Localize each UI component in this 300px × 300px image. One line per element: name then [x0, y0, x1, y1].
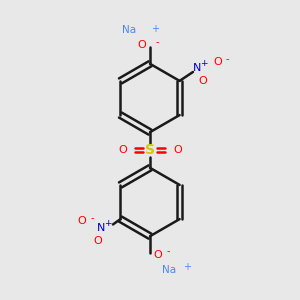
Text: -: - — [167, 246, 170, 256]
Text: O: O — [198, 76, 207, 85]
Text: O: O — [137, 40, 146, 50]
Text: N: N — [97, 223, 105, 233]
Text: +: + — [200, 59, 208, 68]
Text: O: O — [118, 145, 127, 155]
Text: -: - — [91, 214, 94, 224]
Text: O: O — [213, 57, 222, 67]
Text: N: N — [193, 63, 202, 73]
Text: O: O — [93, 236, 102, 246]
Text: -: - — [156, 37, 159, 47]
Text: S: S — [145, 143, 155, 157]
Text: -: - — [225, 54, 229, 64]
Text: +: + — [151, 24, 159, 34]
Text: +: + — [104, 219, 111, 228]
Text: O: O — [173, 145, 182, 155]
Text: O: O — [77, 217, 86, 226]
Text: O: O — [153, 250, 162, 260]
Text: +: + — [183, 262, 190, 272]
Text: Na: Na — [162, 265, 176, 275]
Text: Na: Na — [122, 25, 136, 35]
